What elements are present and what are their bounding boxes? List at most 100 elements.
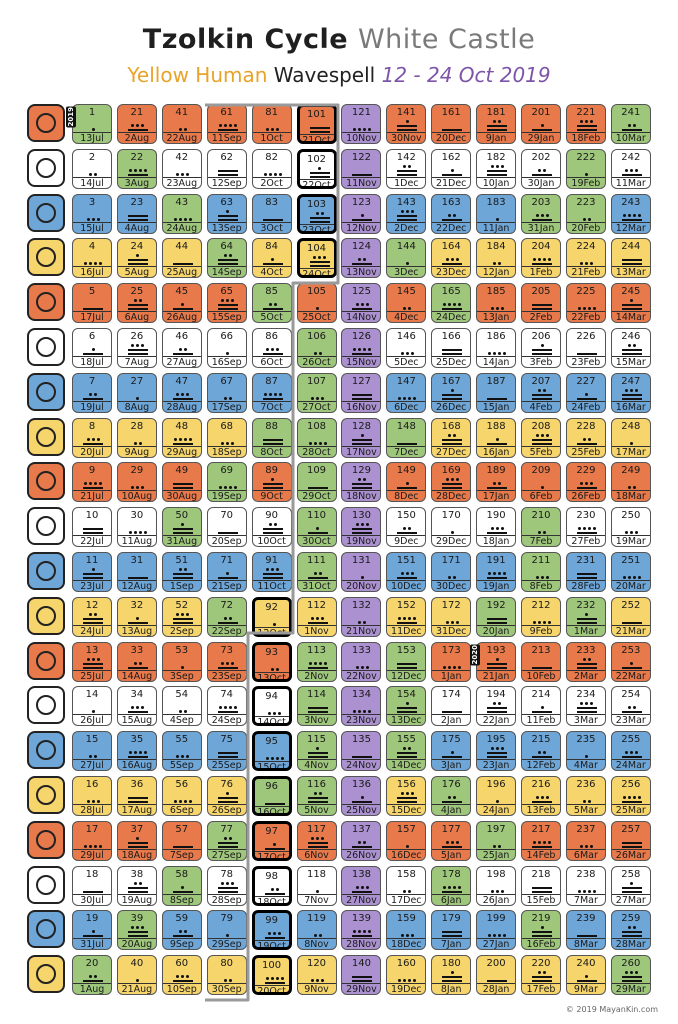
kin-tile-219[interactable]: 219 16Feb xyxy=(521,910,561,951)
kin-tile-131[interactable]: 131 20Nov xyxy=(341,552,382,592)
kin-tile-169[interactable]: 169 28Dec xyxy=(431,462,472,503)
kin-tile-155[interactable]: 155 14Dec xyxy=(386,731,427,772)
kin-tile-37[interactable]: 37 18Aug xyxy=(116,820,157,861)
kin-tile-207[interactable]: 207 4Feb xyxy=(521,372,561,413)
kin-tile-242[interactable]: 242 11Mar xyxy=(610,148,651,189)
kin-tile-154[interactable]: 154 13Dec xyxy=(386,686,427,727)
kin-tile-210[interactable]: 210 7Feb xyxy=(521,507,561,548)
kin-tile-90[interactable]: 90 10Oct xyxy=(251,507,292,548)
kin-tile-231[interactable]: 231 28Feb xyxy=(565,552,606,592)
kin-tile-58[interactable]: 58 8Sep xyxy=(161,865,202,906)
kin-tile-34[interactable]: 34 15Aug xyxy=(116,686,157,727)
kin-tile-196[interactable]: 196 24Jan xyxy=(476,776,517,816)
kin-tile-77[interactable]: 77 27Sep xyxy=(206,820,247,861)
kin-tile-110[interactable]: 110 30Oct xyxy=(296,507,337,548)
kin-tile-7[interactable]: 7 19Jul xyxy=(72,372,112,413)
kin-tile-156[interactable]: 156 15Dec xyxy=(386,776,427,816)
kin-tile-223[interactable]: 223 20Feb xyxy=(565,193,606,234)
kin-tile-159[interactable]: 159 18Dec xyxy=(386,910,427,951)
kin-tile-185[interactable]: 185 13Jan xyxy=(476,283,517,324)
kin-tile-26[interactable]: 26 7Aug xyxy=(116,328,157,368)
kin-tile-258[interactable]: 258 27Mar xyxy=(610,865,651,906)
kin-tile-13[interactable]: 13 25Jul xyxy=(72,641,112,682)
kin-tile-256[interactable]: 256 25Mar xyxy=(610,776,651,816)
kin-tile-150[interactable]: 150 9Dec xyxy=(386,507,427,548)
kin-tile-14[interactable]: 14 26Jul xyxy=(72,686,112,727)
kin-tile-73[interactable]: 73 23Sep xyxy=(206,641,247,682)
kin-tile-87[interactable]: 87 7Oct xyxy=(251,372,292,413)
kin-tile-194[interactable]: 194 22Jan xyxy=(476,686,517,727)
kin-tile-62[interactable]: 62 12Sep xyxy=(206,148,247,189)
kin-tile-221[interactable]: 221 18Feb xyxy=(565,104,606,144)
kin-tile-145[interactable]: 145 4Dec xyxy=(386,283,427,324)
kin-tile-236[interactable]: 236 5Mar xyxy=(565,776,606,816)
kin-tile-146[interactable]: 146 5Dec xyxy=(386,328,427,368)
kin-tile-78[interactable]: 78 28Sep xyxy=(206,865,247,906)
kin-tile-133[interactable]: 133 22Nov xyxy=(341,641,382,682)
kin-tile-115[interactable]: 115 4Nov xyxy=(296,731,337,772)
kin-tile-120[interactable]: 120 9Nov xyxy=(296,955,337,996)
kin-tile-178[interactable]: 178 6Jan xyxy=(431,865,472,906)
kin-tile-53[interactable]: 53 3Sep xyxy=(161,641,202,682)
kin-tile-193[interactable]: 193 21Jan xyxy=(476,641,517,682)
kin-tile-216[interactable]: 216 13Feb xyxy=(521,776,561,816)
kin-tile-226[interactable]: 226 23Feb xyxy=(565,328,606,368)
kin-tile-144[interactable]: 144 3Dec xyxy=(386,238,427,279)
kin-tile-56[interactable]: 56 6Sep xyxy=(161,776,202,816)
kin-tile-163[interactable]: 163 22Dec xyxy=(431,193,472,234)
kin-tile-96[interactable]: 96 16Oct xyxy=(251,776,292,816)
kin-tile-205[interactable]: 205 2Feb xyxy=(521,283,561,324)
kin-tile-118[interactable]: 118 7Nov xyxy=(296,865,337,906)
kin-tile-201[interactable]: 201 29Jan xyxy=(521,104,561,144)
kin-tile-192[interactable]: 192 20Jan xyxy=(476,596,517,637)
kin-tile-28[interactable]: 28 9Aug xyxy=(116,417,157,458)
kin-tile-175[interactable]: 175 3Jan xyxy=(431,731,472,772)
kin-tile-3[interactable]: 3 15Jul xyxy=(72,193,112,234)
kin-tile-257[interactable]: 257 26Mar xyxy=(610,820,651,861)
kin-tile-46[interactable]: 46 27Aug xyxy=(161,328,202,368)
kin-tile-121[interactable]: 121 10Nov xyxy=(341,104,382,144)
kin-tile-125[interactable]: 125 14Nov xyxy=(341,283,382,324)
kin-tile-60[interactable]: 60 10Sep xyxy=(161,955,202,996)
kin-tile-177[interactable]: 177 5Jan xyxy=(431,820,472,861)
kin-tile-117[interactable]: 117 6Nov xyxy=(296,820,337,861)
kin-tile-218[interactable]: 218 15Feb xyxy=(521,865,561,906)
kin-tile-80[interactable]: 80 30Sep xyxy=(206,955,247,996)
kin-tile-74[interactable]: 74 24Sep xyxy=(206,686,247,727)
kin-tile-142[interactable]: 142 1Dec xyxy=(386,148,427,189)
kin-tile-52[interactable]: 52 2Sep xyxy=(161,596,202,637)
kin-tile-42[interactable]: 42 23Aug xyxy=(161,148,202,189)
kin-tile-227[interactable]: 227 24Feb xyxy=(565,372,606,413)
kin-tile-166[interactable]: 166 25Dec xyxy=(431,328,472,368)
kin-tile-161[interactable]: 161 20Dec xyxy=(431,104,472,144)
kin-tile-137[interactable]: 137 26Nov xyxy=(341,820,382,861)
kin-tile-235[interactable]: 235 4Mar xyxy=(565,731,606,772)
kin-tile-40[interactable]: 40 21Aug xyxy=(116,955,157,996)
kin-tile-112[interactable]: 112 1Nov xyxy=(296,596,337,637)
kin-tile-148[interactable]: 148 7Dec xyxy=(386,417,427,458)
kin-tile-174[interactable]: 174 2Jan xyxy=(431,686,472,727)
kin-tile-114[interactable]: 114 3Nov xyxy=(296,686,337,727)
kin-tile-16[interactable]: 16 28Jul xyxy=(72,776,112,816)
kin-tile-160[interactable]: 160 19Dec xyxy=(386,955,427,996)
kin-tile-215[interactable]: 215 12Feb xyxy=(521,731,561,772)
kin-tile-200[interactable]: 200 28Jan xyxy=(476,955,517,996)
kin-tile-18[interactable]: 18 30Jul xyxy=(72,865,112,906)
kin-tile-204[interactable]: 204 1Feb xyxy=(521,238,561,279)
kin-tile-173[interactable]: 173 1Jan xyxy=(431,641,472,682)
kin-tile-38[interactable]: 38 19Aug xyxy=(116,865,157,906)
kin-tile-61[interactable]: 61 11Sep xyxy=(206,104,247,144)
kin-tile-85[interactable]: 85 5Oct xyxy=(251,283,292,324)
kin-tile-76[interactable]: 76 26Sep xyxy=(206,776,247,816)
kin-tile-22[interactable]: 22 3Aug xyxy=(116,148,157,189)
kin-tile-103[interactable]: 103 23Oct xyxy=(296,193,337,234)
kin-tile-208[interactable]: 208 5Feb xyxy=(521,417,561,458)
kin-tile-182[interactable]: 182 10Jan xyxy=(476,148,517,189)
kin-tile-113[interactable]: 113 2Nov xyxy=(296,641,337,682)
kin-tile-59[interactable]: 59 9Sep xyxy=(161,910,202,951)
kin-tile-47[interactable]: 47 28Aug xyxy=(161,372,202,413)
kin-tile-134[interactable]: 134 23Nov xyxy=(341,686,382,727)
kin-tile-184[interactable]: 184 12Jan xyxy=(476,238,517,279)
kin-tile-107[interactable]: 107 27Oct xyxy=(296,372,337,413)
kin-tile-48[interactable]: 48 29Aug xyxy=(161,417,202,458)
